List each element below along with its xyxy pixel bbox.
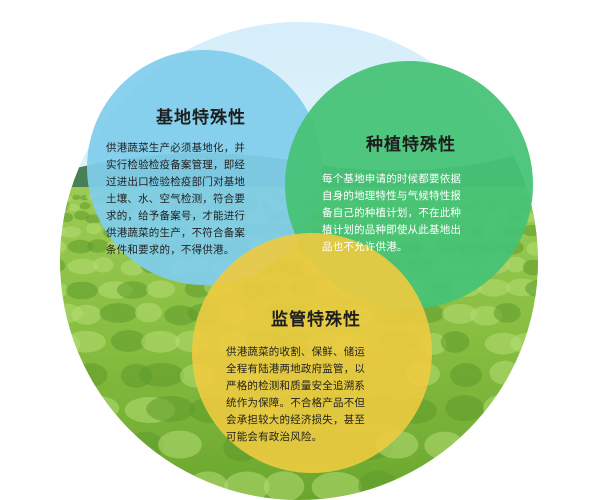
cabbage-leaf: [440, 331, 470, 353]
cabbage-leaf: [146, 395, 195, 422]
base-line: 土壤、水、空气检测，符合要: [106, 193, 246, 205]
cabbage-leaf: [141, 330, 180, 353]
cabbage-leaf: [66, 281, 98, 300]
supervision-line: 严格的检测和质量安全追溯系: [226, 380, 366, 392]
cabbage-leaf: [450, 363, 482, 388]
cabbage-leaf: [60, 212, 73, 223]
cabbage-leaf: [68, 395, 120, 422]
cabbage-leaf: [311, 472, 362, 500]
cabbage-leaf: [67, 258, 99, 275]
supervision-title: 监管特殊性: [271, 310, 361, 330]
cabbage-leaf: [445, 395, 484, 422]
cabbage-leaf: [60, 364, 82, 389]
cabbage-leaf: [493, 303, 521, 323]
cabbage-leaf: [506, 256, 526, 273]
planting-line: 植计划的品种即使从此基地出: [322, 224, 462, 236]
cabbage-leaf: [60, 196, 64, 202]
planting-line: 备自己的种植计划，不在此种: [322, 207, 462, 219]
supervision-text: 供港蔬菜的收割、保鲜、储运 全程有陆港两地政府监管，以 严格的检测和质量安全追溯…: [226, 344, 406, 446]
cabbage-leaf: [522, 224, 538, 237]
cabbage-leaf: [67, 239, 93, 254]
cabbage-leaf: [466, 472, 515, 500]
cabbage-leaf: [526, 242, 538, 256]
cabbage-leaf: [79, 434, 123, 463]
cabbage-leaf: [92, 470, 138, 500]
cabbage-leaf: [483, 395, 517, 422]
cabbage-leaf: [536, 308, 538, 318]
cabbage-leaf: [442, 303, 478, 324]
cabbage-leaf: [135, 302, 162, 323]
base-line: 条件和要求的，不得供港。: [106, 244, 235, 256]
planting-line: 品也不允许供港。: [322, 241, 408, 253]
cabbage-leaf: [489, 360, 521, 385]
supervision-line: 可能会有政治风险。: [226, 431, 323, 443]
cabbage-leaf: [526, 362, 538, 385]
cabbage-leaf: [477, 279, 510, 297]
cabbage-leaf: [93, 257, 114, 273]
base-line: 过进出口检验检疫部门对基地: [106, 176, 246, 188]
cabbage-leaf: [60, 226, 82, 238]
cabbage-leaf: [73, 210, 90, 221]
base-line: 实行检验检疫备案管理，即经: [106, 159, 246, 171]
cabbage-leaf: [138, 362, 185, 387]
cabbage-leaf: [72, 194, 81, 200]
cabbage-leaf: [60, 259, 66, 272]
supervision-line: 供港蔬菜的收割、保鲜、储运: [226, 346, 366, 358]
cabbage-leaf: [65, 330, 106, 353]
planting-line: 每个基地申请的时候都要依据: [322, 173, 462, 185]
cabbage-leaf: [414, 472, 470, 500]
cabbage-leaf: [60, 471, 92, 500]
cabbage-leaf: [60, 396, 69, 419]
cabbage-leaf: [469, 433, 513, 462]
cabbage-leaf: [99, 303, 138, 323]
cabbage-leaf: [146, 280, 176, 299]
cabbage-leaf: [522, 259, 538, 276]
cabbage-leaf: [125, 471, 182, 500]
cabbage-leaf: [358, 470, 398, 500]
planting-title: 种植特殊性: [366, 135, 456, 155]
base-text: 供港蔬菜生产必须基地化，并 实行检验检疫备案管理，即经 过进出口检验检疫部门对基…: [106, 140, 296, 259]
supervision-circle: [192, 233, 432, 473]
supervision-section: 监管特殊性 供港蔬菜的收割、保鲜、储运 全程有陆港两地政府监管，以 严格的检测和…: [226, 305, 406, 446]
cabbage-leaf: [87, 239, 109, 253]
cabbage-leaf: [110, 330, 146, 352]
cabbage-leaf: [64, 196, 73, 202]
cabbage-leaf: [86, 222, 102, 235]
supervision-line: 统作为保障。不合格产品不但: [226, 397, 366, 409]
cabbage-leaf: [67, 203, 80, 211]
cabbage-leaf: [79, 202, 91, 210]
cabbage-leaf: [536, 195, 538, 201]
supervision-line: 全程有陆港两地政府监管，以: [226, 363, 366, 375]
base-title: 基地特殊性: [156, 108, 246, 128]
cabbage-leaf: [424, 431, 465, 460]
cabbage-leaf: [60, 282, 69, 298]
supervision-line: 会承担较大的经济损失，甚至: [226, 414, 366, 426]
base-line: 供港蔬菜生产必须基地化，并: [106, 142, 246, 154]
cabbage-leaf: [60, 206, 61, 210]
cabbage-leaf: [158, 430, 202, 459]
cabbage-leaf: [525, 396, 538, 421]
planting-text: 每个基地申请的时候都要依据 自身的地理特性与气候特性报 备自己的种植计划，不在此…: [322, 171, 500, 256]
cabbage-leaf: [501, 470, 538, 500]
cabbage-leaf: [484, 332, 522, 355]
cabbage-leaf: [513, 431, 538, 460]
cabbage-leaf: [537, 226, 538, 232]
cabbage-leaf: [73, 363, 108, 388]
cabbage-leaf: [60, 240, 67, 254]
base-line: 求的，给予备案号，才能进行: [106, 210, 246, 222]
cabbage-leaf: [60, 433, 93, 462]
cabbage-leaf: [116, 281, 149, 299]
base-section: 基地特殊性 供港蔬菜生产必须基地化，并 实行检验检疫备案管理，即经 过进出口检验…: [106, 103, 296, 259]
cabbage-leaf: [525, 279, 538, 298]
cabbage-leaf: [71, 304, 102, 325]
planting-section: 种植特殊性 每个基地申请的时候都要依据 自身的地理特性与气候特性报 备自己的种植…: [322, 130, 500, 256]
cabbage-leaf: [263, 471, 305, 500]
base-line: 供港蔬菜的生产，不符合备案: [106, 227, 246, 239]
planting-line: 自身的地理特性与气候特性报: [322, 190, 462, 202]
